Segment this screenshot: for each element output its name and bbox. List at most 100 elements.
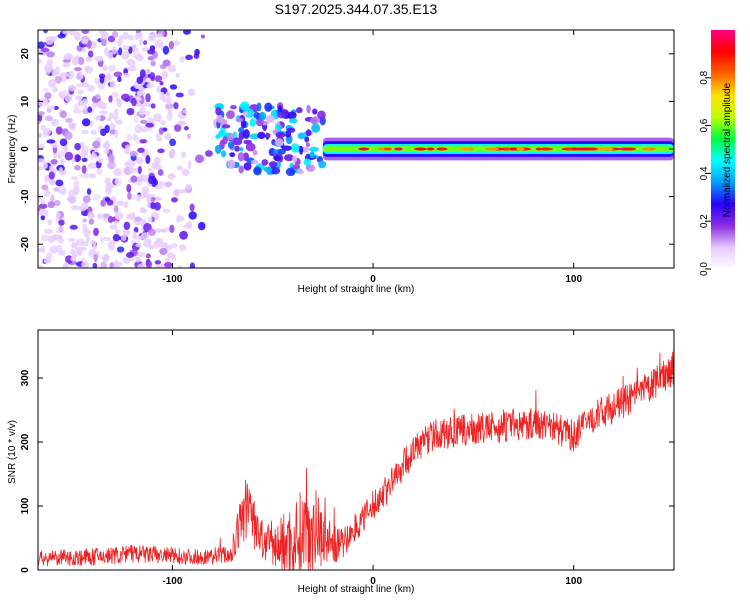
spectrogram-peak xyxy=(394,147,403,151)
spectrogram-x-tick-label: 100 xyxy=(565,274,582,285)
spectrogram-blob xyxy=(38,58,43,64)
spectrogram-blob xyxy=(115,119,123,125)
spectrogram-blob xyxy=(97,80,105,90)
spectrogram-blob xyxy=(88,173,97,179)
spectrogram-blob xyxy=(71,56,79,66)
spectrogram-blob xyxy=(275,138,284,147)
spectrogram-blob xyxy=(81,118,91,127)
spectrogram-blob xyxy=(135,96,142,101)
spectrogram-blob xyxy=(107,215,114,224)
spectrogram-blob xyxy=(101,32,109,40)
spectrogram-blob xyxy=(286,127,296,133)
spectrogram-peak xyxy=(384,147,392,151)
spectrogram-y-tick-label: 10 xyxy=(20,95,31,107)
spectrogram-blob xyxy=(136,76,144,85)
spectrogram-blob xyxy=(270,166,281,175)
spectrogram-peak xyxy=(571,147,578,151)
spectrogram-blob xyxy=(263,166,273,173)
spectrogram-blob xyxy=(237,152,245,162)
spectrogram-blob xyxy=(135,55,145,62)
spectrogram-blob xyxy=(46,139,56,144)
spectrogram-blob xyxy=(112,30,119,39)
spectrogram-peak xyxy=(593,147,611,151)
spectrogram-blob xyxy=(283,154,294,162)
spectrogram-blob xyxy=(140,119,148,124)
spectrogram-blob xyxy=(92,262,98,268)
spectrogram-blob xyxy=(176,214,181,223)
spectrogram-blob xyxy=(56,244,63,253)
spectrogram-blob xyxy=(74,164,81,171)
spectrogram-blob xyxy=(139,69,146,78)
spectrogram-blob xyxy=(184,125,189,131)
spectrogram-blob xyxy=(50,36,58,42)
spectrogram-blob xyxy=(41,184,49,191)
spectrogram-blob xyxy=(238,147,244,152)
spectrogram-blob xyxy=(179,244,187,251)
spectrogram-blob xyxy=(134,216,142,222)
spectrogram-blob xyxy=(318,160,327,169)
spectrogram-blob xyxy=(277,105,283,113)
spectrogram-blob xyxy=(68,189,75,198)
spectrogram-blob xyxy=(44,209,49,217)
spectrogram-blob xyxy=(76,248,83,257)
spectrogram-blob xyxy=(46,51,55,58)
spectrogram-blob xyxy=(73,67,82,72)
spectrogram-blob xyxy=(256,102,262,112)
spectrogram-blob xyxy=(74,154,81,162)
spectrogram-blob xyxy=(127,65,137,72)
spectrogram-blob xyxy=(112,233,121,242)
spectrogram-blob xyxy=(100,261,108,268)
spectrogram-blob xyxy=(99,110,108,115)
snr-x-tick-label: -100 xyxy=(162,576,182,587)
spectrogram-blob xyxy=(250,159,259,164)
spectrogram-blob xyxy=(147,260,153,268)
spectrogram-blob xyxy=(114,211,124,221)
spectrogram-blob xyxy=(92,193,101,200)
spectrogram-blob xyxy=(43,128,52,136)
spectrogram-blob xyxy=(129,150,138,157)
spectrogram-blob xyxy=(81,261,90,268)
spectrogram-blob xyxy=(265,115,275,123)
spectrogram-blob xyxy=(169,148,176,158)
spectrogram-blob xyxy=(181,151,187,158)
spectrogram-blob xyxy=(166,99,171,105)
spectrogram-blob xyxy=(73,187,79,196)
spectrogram-blob xyxy=(153,196,162,201)
spectrogram-blob xyxy=(188,211,197,220)
spectrogram-blob xyxy=(158,127,164,135)
snr-y-tick-label: 100 xyxy=(20,497,31,514)
spectrogram-blob xyxy=(173,101,179,110)
spectrogram-blob xyxy=(162,45,170,55)
spectrogram-blob xyxy=(136,263,144,268)
spectrogram-blob xyxy=(145,93,151,103)
spectrogram-blob xyxy=(222,132,231,137)
spectrogram-blob xyxy=(44,189,51,197)
spectrogram-blob xyxy=(102,213,110,218)
spectrogram-blob xyxy=(122,228,131,237)
snr-panel: -100 0 100 0 100 200 300 Height of straight li… xyxy=(7,329,675,595)
spectrogram-blob xyxy=(309,151,315,159)
spectrogram-blob xyxy=(175,92,184,98)
spectrogram-blob xyxy=(70,176,79,181)
spectrogram-blob xyxy=(70,256,77,262)
spectrogram-blob xyxy=(133,114,139,124)
spectrogram-blob xyxy=(38,158,46,163)
spectrogram-blob xyxy=(54,234,64,240)
spectrogram-blob xyxy=(155,237,163,245)
spectrogram-blob xyxy=(41,234,49,242)
spectrogram-blob xyxy=(52,86,59,93)
spectrogram-blob xyxy=(167,173,176,180)
spectrogram-blob xyxy=(242,129,250,139)
spectrogram-blob xyxy=(298,145,304,155)
spectrogram-blob xyxy=(81,47,86,53)
spectrogram-blob xyxy=(168,40,174,50)
spectrogram-blob xyxy=(100,104,107,110)
spectrogram-blob xyxy=(118,47,123,56)
spectrogram-peak xyxy=(642,147,651,151)
spectrogram-blob xyxy=(113,71,123,78)
spectrogram-blob xyxy=(132,133,138,140)
spectrogram-blob xyxy=(117,76,122,83)
spectrogram-blob xyxy=(109,262,114,268)
spectrogram-blob xyxy=(141,47,149,52)
